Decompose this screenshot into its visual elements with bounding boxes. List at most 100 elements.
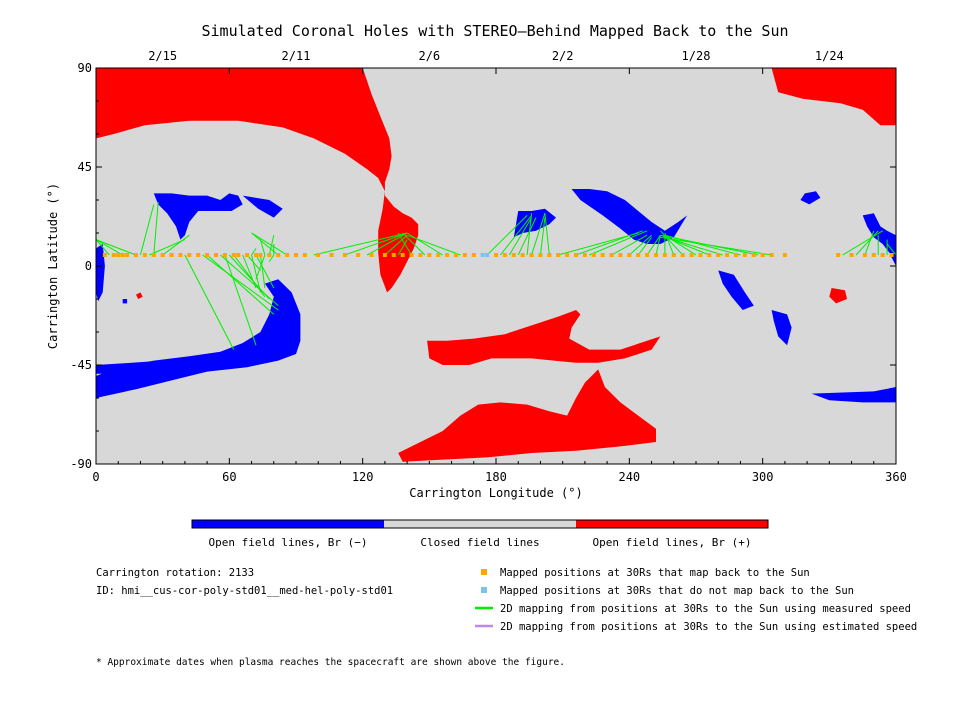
mapped-point-35 [418, 253, 423, 257]
carrington-rotation-text: Carrington rotation: 2133 [96, 567, 254, 579]
mapped-point-43 [502, 253, 507, 257]
chart-title: Simulated Coronal Holes with STEREO–Behi… [202, 22, 789, 40]
mapping-line-30 [384, 234, 408, 256]
negative-region-16 [862, 213, 896, 266]
mapped-point-20 [258, 253, 263, 257]
mapped-point-79 [880, 253, 885, 257]
mapping-line-62 [855, 230, 879, 256]
mapping-line-36 [486, 215, 528, 256]
mapping-line-63 [864, 230, 875, 256]
mapped-point-5 [134, 253, 138, 257]
colorbar-segment-0 [192, 520, 384, 528]
x-tick-label-2: 120 [352, 470, 374, 484]
legend-label-1: Mapped positions at 30Rs that do not map… [500, 585, 854, 597]
mapping-line-11 [228, 254, 270, 300]
mapping-line-18 [246, 254, 261, 271]
mapped-point-29 [356, 253, 361, 257]
x-axis-label: Carrington Longitude (°) [409, 486, 582, 500]
mapping-line-38 [508, 217, 532, 256]
negative-region-12 [571, 189, 688, 244]
mapping-line-2 [95, 239, 137, 256]
mapped-point-10 [178, 253, 183, 257]
mapping-line-5 [162, 234, 190, 256]
y-tick-label-2: 0 [85, 259, 92, 273]
mapped-point-40 [462, 253, 467, 257]
negative-region-7 [96, 360, 163, 374]
x-tick-label-4: 240 [618, 470, 640, 484]
mapping-line-49 [637, 237, 652, 256]
mapped-point-59 [645, 253, 650, 257]
mapped-point-6 [142, 253, 147, 257]
mapped-point-30 [369, 253, 374, 257]
mapped-point-11 [187, 253, 192, 257]
positive-region-5 [136, 292, 143, 299]
mapping-line-66 [886, 243, 897, 256]
positive-region-2 [427, 310, 661, 365]
mapped-point-13 [205, 253, 210, 257]
mapped-point-16 [231, 253, 236, 257]
mapped-point-78 [871, 253, 876, 257]
x-tick-label-6: 360 [885, 470, 907, 484]
mapped-point-34 [409, 253, 414, 257]
mapping-line-17 [268, 254, 275, 262]
mapped-point-57 [627, 253, 632, 257]
date-tick-label-1: 2/11 [282, 49, 311, 63]
mapped-point-2 [116, 253, 121, 257]
mapped-point-28 [342, 253, 347, 257]
mapped-point-27 [329, 253, 334, 257]
mapping-line-13 [242, 254, 257, 289]
colorbar-label-0: Open field lines, Br (−) [209, 536, 368, 549]
mapped-point-68 [725, 253, 730, 257]
mapping-line-39 [517, 217, 537, 256]
mapped-point-32 [391, 253, 396, 257]
mapped-point-74 [782, 253, 787, 257]
date-tick-label-5: 1/24 [815, 49, 844, 63]
mapping-line-47 [611, 234, 648, 256]
mapping-line-44 [558, 232, 639, 256]
mapping-line-7 [184, 254, 235, 350]
legend-marker-0 [481, 569, 487, 575]
colorbar: Open field lines, Br (−) Closed field lin… [191, 519, 769, 549]
x-tick-label-5: 300 [752, 470, 774, 484]
mapping-line-4 [153, 202, 159, 256]
mapping-line-45 [575, 230, 643, 256]
y-tick-label-4: 90 [78, 61, 92, 75]
mapped-point-23 [285, 253, 290, 257]
mapped-point-37 [436, 253, 441, 257]
mapped-point-48 [547, 253, 552, 257]
legend-label-2: 2D mapping from positions at 30Rs to the… [500, 603, 911, 615]
mapping-line-37 [500, 215, 532, 256]
y-axis-label: Carrington Latitude (°) [46, 183, 60, 349]
mapped-point-72 [760, 253, 765, 257]
date-tick-label-0: 2/15 [148, 49, 177, 63]
mapping-line-57 [664, 236, 723, 256]
mapped-point-66 [707, 253, 712, 257]
mapped-point-25 [302, 253, 307, 257]
colorbar-frame [191, 519, 769, 529]
mapping-line-9 [206, 254, 275, 315]
mapped-point-15 [222, 253, 227, 257]
mapped-point-53 [591, 253, 596, 257]
y-axis-ticks: -90 -45 0 45 90 [70, 61, 896, 471]
negative-region-13 [718, 270, 754, 310]
colorbar-segment-1 [384, 520, 576, 528]
mapping-line-35 [406, 234, 461, 256]
negative-region-18 [122, 299, 128, 304]
mapping-line-40 [526, 213, 533, 256]
mapping-line-54 [660, 230, 684, 256]
unmapped-point-1 [485, 253, 490, 257]
mapping-line-28 [344, 232, 408, 256]
mapped-point-47 [538, 253, 543, 257]
mapping-line-46 [589, 230, 648, 256]
mapping-line-43 [544, 213, 550, 256]
mapping-line-26 [251, 232, 288, 256]
colorbar-label-1: Closed field lines [420, 536, 539, 549]
mapped-point-52 [582, 253, 587, 257]
mapped-positions [102, 253, 894, 257]
mapped-point-49 [556, 253, 561, 257]
mapped-point-80 [889, 253, 894, 257]
mapped-point-36 [427, 253, 432, 257]
mapping-line-34 [406, 232, 443, 256]
mapping-line-51 [655, 235, 661, 256]
model-id-text: ID: hmi__cus-cor-poly-std01__med-hel-pol… [96, 585, 393, 597]
